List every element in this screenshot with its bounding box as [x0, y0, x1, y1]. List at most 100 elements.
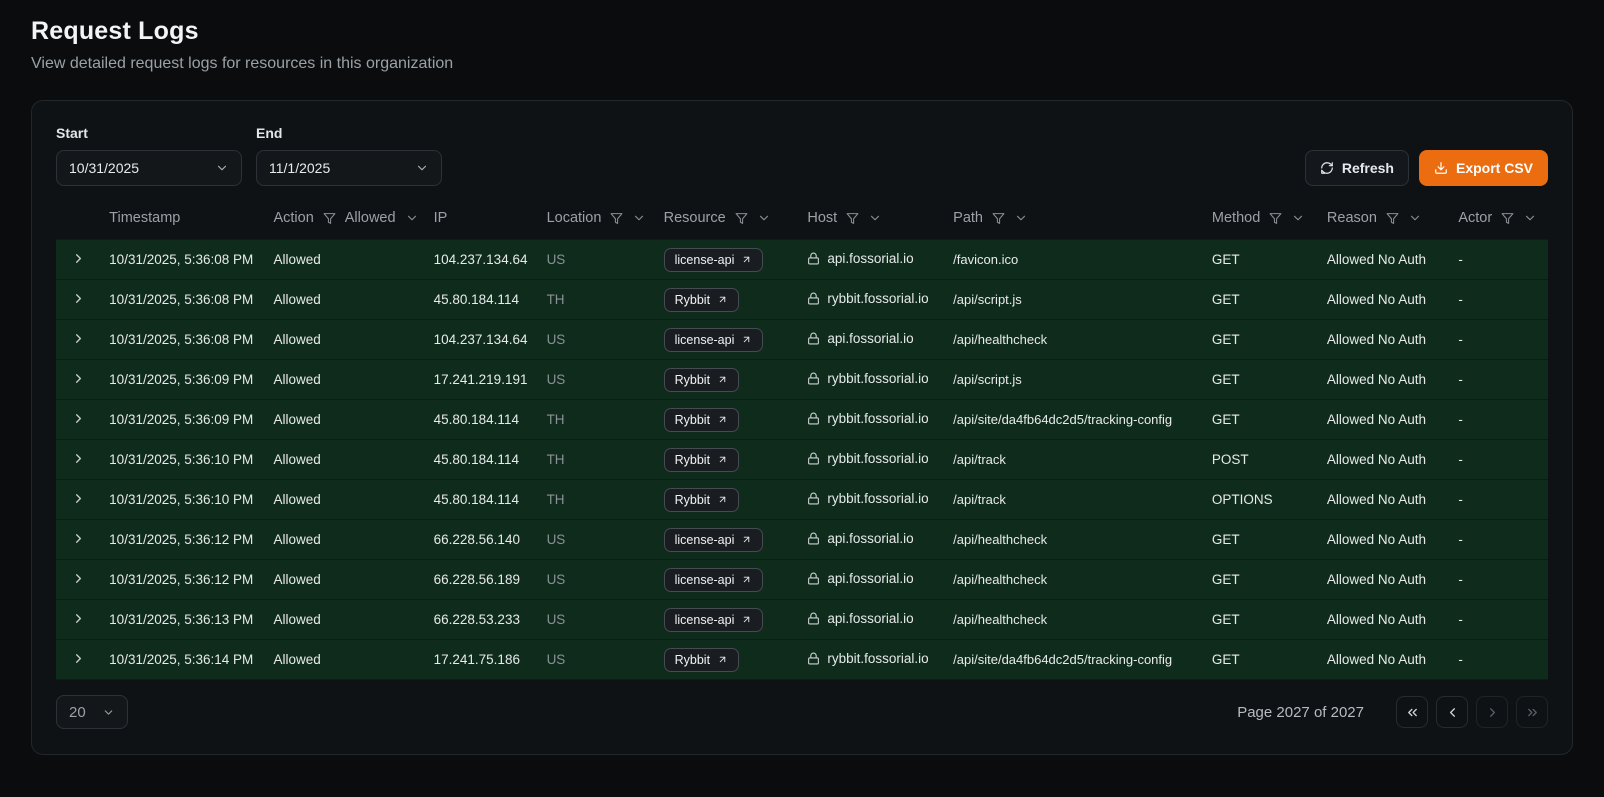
resource-badge[interactable]: Rybbit	[663, 367, 740, 392]
resource-badge[interactable]: license-api	[663, 327, 764, 352]
external-link-icon	[741, 334, 752, 345]
resource-badge[interactable]: Rybbit	[663, 647, 740, 672]
cell-action: Allowed	[265, 599, 426, 640]
export-csv-label: Export CSV	[1455, 160, 1533, 176]
table-header: Timestamp Action Allowed IP Location Resource…	[56, 204, 1548, 240]
log-row[interactable]: 10/31/2025, 5:36:14 PM Allowed 17.241.75.1…	[56, 639, 1548, 680]
filter-icon[interactable]	[1386, 212, 1399, 225]
cell-method: GET	[1203, 279, 1319, 320]
column-menu-chevron-icon[interactable]	[757, 211, 771, 225]
column-label: Actor	[1458, 210, 1493, 226]
page-size-select[interactable]: 20	[56, 695, 128, 729]
filter-icon[interactable]	[1269, 212, 1282, 225]
row-expand-chevron-icon[interactable]	[71, 371, 86, 386]
cell-timestamp: 10/31/2025, 5:36:08 PM	[101, 319, 266, 360]
resource-badge[interactable]: Rybbit	[663, 487, 740, 512]
resource-badge[interactable]: Rybbit	[663, 447, 740, 472]
column-header-method: Method	[1204, 204, 1319, 240]
log-row[interactable]: 10/31/2025, 5:36:13 PM Allowed 66.228.53.2…	[56, 599, 1548, 640]
row-expand-chevron-icon[interactable]	[71, 651, 86, 666]
export-csv-button[interactable]: Export CSV	[1418, 150, 1548, 186]
host-name: api.fossorial.io	[827, 571, 914, 586]
resource-name: Rybbit	[674, 452, 711, 467]
column-menu-chevron-icon[interactable]	[632, 211, 646, 225]
row-expand-chevron-icon[interactable]	[71, 531, 86, 546]
row-expand-chevron-icon[interactable]	[71, 611, 86, 626]
filter-icon[interactable]	[323, 212, 336, 225]
row-expand-chevron-icon[interactable]	[71, 331, 86, 346]
row-expand-chevron-icon[interactable]	[71, 451, 86, 466]
cell-reason: Allowed No Auth	[1318, 519, 1451, 560]
cell-ip: 45.80.184.114	[425, 399, 539, 440]
cell-actor: -	[1450, 279, 1548, 320]
external-link-icon	[717, 414, 728, 425]
column-menu-chevron-icon[interactable]	[868, 211, 882, 225]
prev-page-button[interactable]	[1436, 696, 1468, 728]
log-row[interactable]: 10/31/2025, 5:36:09 PM Allowed 45.80.184.1…	[56, 399, 1548, 440]
log-row[interactable]: 10/31/2025, 5:36:10 PM Allowed 45.80.184.1…	[56, 439, 1548, 480]
first-page-button[interactable]	[1396, 696, 1428, 728]
column-menu-chevron-icon[interactable]	[1523, 211, 1537, 225]
resource-badge[interactable]: license-api	[663, 247, 764, 272]
log-row[interactable]: 10/31/2025, 5:36:09 PM Allowed 17.241.219.…	[56, 359, 1548, 400]
column-header-location: Location	[539, 204, 656, 240]
filter-icon[interactable]	[610, 212, 623, 225]
cell-path: /api/healthcheck	[945, 559, 1204, 600]
end-date-select[interactable]: 11/1/2025	[256, 150, 442, 186]
cell-resource: Rybbit	[655, 359, 800, 400]
row-expand-chevron-icon[interactable]	[71, 411, 86, 426]
row-expand-chevron-icon[interactable]	[71, 251, 86, 266]
table-footer: 20 Page 2027 of 2027	[56, 695, 1548, 729]
resource-name: license-api	[674, 572, 735, 587]
page-header: Request Logs View detailed request logs …	[0, 0, 1604, 73]
column-menu-chevron-icon[interactable]	[1291, 211, 1305, 225]
cell-method: GET	[1203, 519, 1319, 560]
cell-ip: 104.237.134.64	[425, 319, 539, 360]
filter-value[interactable]: Allowed	[344, 210, 396, 226]
log-row[interactable]: 10/31/2025, 5:36:08 PM Allowed 45.80.184.1…	[56, 279, 1548, 320]
resource-badge[interactable]: license-api	[663, 607, 764, 632]
cell-actor: -	[1450, 359, 1548, 400]
resource-badge[interactable]: Rybbit	[663, 287, 740, 312]
host-name: api.fossorial.io	[827, 611, 914, 626]
cell-resource: license-api	[655, 239, 800, 280]
filter-icon[interactable]	[1501, 212, 1514, 225]
cell-host: rybbit.fossorial.io	[799, 399, 946, 440]
column-menu-chevron-icon[interactable]	[405, 211, 419, 225]
column-menu-chevron-icon[interactable]	[1408, 211, 1422, 225]
row-expand-chevron-icon[interactable]	[71, 291, 86, 306]
resource-badge[interactable]: Rybbit	[663, 407, 740, 432]
log-row[interactable]: 10/31/2025, 5:36:12 PM Allowed 66.228.56.1…	[56, 559, 1548, 600]
filter-icon[interactable]	[735, 212, 748, 225]
refresh-button[interactable]: Refresh	[1304, 150, 1409, 186]
resource-badge[interactable]: license-api	[663, 527, 764, 552]
row-expand-chevron-icon[interactable]	[71, 491, 86, 506]
resource-name: license-api	[674, 332, 735, 347]
cell-actor: -	[1450, 479, 1548, 520]
start-date-label: Start	[56, 125, 88, 141]
filter-icon[interactable]	[992, 212, 1005, 225]
last-page-button[interactable]	[1516, 696, 1548, 728]
request-logs-card: Start 10/31/2025 End 11/1/2025 Refresh E…	[31, 100, 1573, 755]
cell-expand	[56, 559, 102, 600]
cell-host: api.fossorial.io	[799, 559, 946, 600]
column-menu-chevron-icon[interactable]	[1014, 211, 1028, 225]
resource-badge[interactable]: license-api	[663, 567, 764, 592]
log-row[interactable]: 10/31/2025, 5:36:12 PM Allowed 66.228.56.1…	[56, 519, 1548, 560]
log-row[interactable]: 10/31/2025, 5:36:08 PM Allowed 104.237.134…	[56, 319, 1548, 360]
cell-location: TH	[538, 399, 656, 440]
filter-icon[interactable]	[846, 212, 859, 225]
cell-resource: Rybbit	[655, 279, 800, 320]
cell-actor: -	[1450, 439, 1548, 480]
log-row[interactable]: 10/31/2025, 5:36:10 PM Allowed 45.80.184.1…	[56, 479, 1548, 520]
cell-resource: Rybbit	[655, 639, 800, 680]
refresh-icon	[1320, 161, 1334, 175]
cell-ip: 104.237.134.64	[425, 239, 539, 280]
start-date-select[interactable]: 10/31/2025	[56, 150, 242, 186]
row-expand-chevron-icon[interactable]	[71, 571, 86, 586]
log-row[interactable]: 10/31/2025, 5:36:08 PM Allowed 104.237.134…	[56, 239, 1548, 280]
column-header-ip: IP	[426, 204, 539, 240]
host-name: rybbit.fossorial.io	[827, 451, 929, 466]
next-page-button[interactable]	[1476, 696, 1508, 728]
cell-timestamp: 10/31/2025, 5:36:13 PM	[101, 599, 266, 640]
